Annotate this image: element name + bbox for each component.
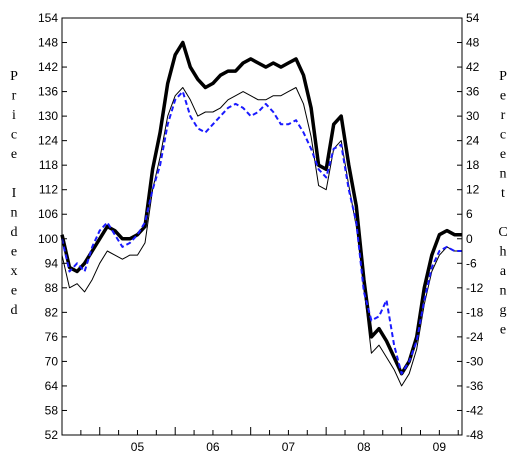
- right-axis-ticks: -48 -42 -36 -30 -24 -18 -12 -6 0 6 12 18 24 30 36 42 48 5…: [457, 11, 484, 442]
- left-tick-label: 100: [38, 232, 58, 246]
- x-tick-label: 09: [433, 440, 447, 454]
- right-tick-label: -6: [466, 256, 477, 270]
- right-tick-label: 0: [466, 232, 473, 246]
- right-tick-label: 30: [466, 109, 480, 123]
- series-line-1: [60, 40, 462, 376]
- series-line-3: [61, 90, 462, 375]
- x-axis-ticks: 05 06 07 08 09: [61, 427, 459, 454]
- left-tick-label: 64: [45, 379, 59, 393]
- left-tick-label: 148: [38, 36, 58, 50]
- right-tick-label: 48: [466, 36, 480, 50]
- left-tick-label: 142: [38, 60, 58, 74]
- left-tick-label: 88: [45, 281, 59, 295]
- series-line-2: [61, 87, 462, 387]
- right-tick-label: -36: [466, 379, 484, 393]
- right-tick-label: 18: [466, 158, 480, 172]
- left-tick-label: 52: [45, 428, 59, 442]
- right-tick-label: -18: [466, 305, 484, 319]
- right-tick-label: 12: [466, 183, 480, 197]
- right-tick-label: -48: [466, 428, 484, 442]
- x-tick-label: 05: [131, 440, 145, 454]
- left-tick-label: 70: [45, 354, 59, 368]
- left-tick-label: 82: [45, 305, 59, 319]
- right-tick-label: 54: [466, 11, 480, 25]
- left-tick-label: 58: [45, 403, 59, 417]
- left-tick-label: 154: [38, 11, 58, 25]
- left-tick-label: 76: [45, 330, 59, 344]
- x-tick-label: 06: [206, 440, 220, 454]
- x-tick-label: 08: [357, 440, 371, 454]
- left-tick-label: 106: [38, 207, 58, 221]
- right-tick-label: -24: [466, 330, 484, 344]
- series-layer: [60, 40, 462, 387]
- left-tick-label: 124: [38, 134, 58, 148]
- x-tick-label: 07: [282, 440, 296, 454]
- left-tick-label: 130: [38, 109, 58, 123]
- right-tick-label: -30: [466, 354, 484, 368]
- left-axis-ticks: 52 58 64 70 76 82 88 94 100 106 112 118 124 130 136 142…: [38, 11, 67, 442]
- plot-frame: [61, 17, 463, 436]
- right-tick-label: 42: [466, 60, 480, 74]
- left-tick-label: 112: [39, 183, 58, 197]
- right-tick-label: -42: [466, 403, 484, 417]
- right-tick-label: 6: [466, 207, 473, 221]
- left-tick-label: 94: [45, 256, 59, 270]
- left-tick-label: 118: [39, 158, 58, 172]
- right-tick-label: 36: [466, 85, 480, 99]
- right-tick-label: -12: [466, 281, 484, 295]
- left-tick-label: 136: [38, 85, 58, 99]
- right-tick-label: 24: [466, 134, 480, 148]
